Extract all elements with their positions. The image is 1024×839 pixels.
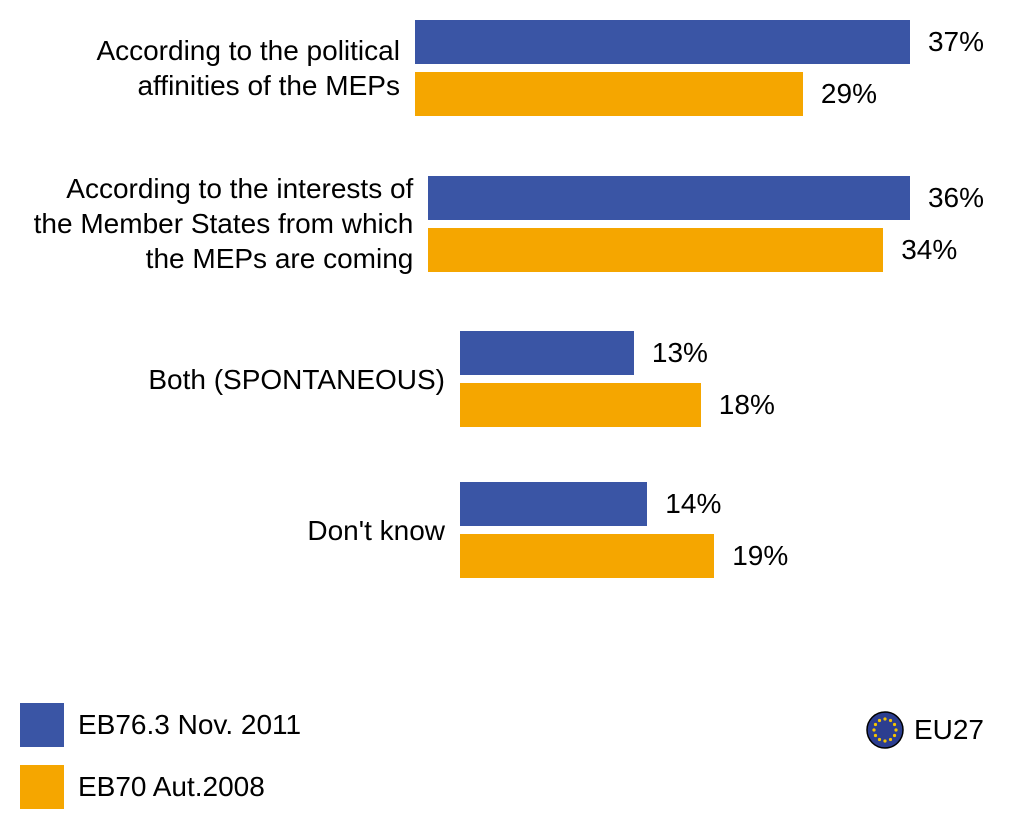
legend-swatch-2 [20,765,64,809]
bar-series-2 [460,383,701,427]
bar-row: 37% [415,20,984,64]
value-label: 34% [901,234,957,266]
bars-column: 13% 18% [460,331,984,427]
eu-badge: EU27 [866,711,984,749]
bar-series-1 [415,20,910,64]
bar-chart: According to the political affinities of… [20,20,984,578]
chart-group: According to the political affinities of… [20,20,984,116]
bar-row: 29% [415,72,984,116]
bar-row: 36% [428,176,984,220]
value-label: 19% [732,540,788,572]
bar-series-2 [428,228,883,272]
bar-series-2 [460,534,714,578]
value-label: 14% [665,488,721,520]
chart-group: Don't know 14% 19% [20,482,984,578]
bar-series-1 [460,331,634,375]
bar-series-2 [415,72,803,116]
bar-series-1 [460,482,647,526]
value-label: 29% [821,78,877,110]
legend-swatch-1 [20,703,64,747]
category-label: Both (SPONTANEOUS) [20,362,460,397]
bar-series-1 [428,176,910,220]
bars-column: 14% 19% [460,482,984,578]
bar-row: 18% [460,383,984,427]
category-label: Don't know [20,513,460,548]
legend: EB76.3 Nov. 2011 EB70 Aut.2008 [20,703,301,809]
chart-group: According to the interests of the Member… [20,171,984,276]
eu-badge-text: EU27 [914,714,984,746]
legend-label: EB76.3 Nov. 2011 [78,709,301,741]
category-label: According to the political affinities of… [20,33,415,103]
value-label: 36% [928,182,984,214]
category-label: According to the interests of the Member… [20,171,428,276]
chart-group: Both (SPONTANEOUS) 13% 18% [20,331,984,427]
legend-item: EB70 Aut.2008 [20,765,301,809]
legend-item: EB76.3 Nov. 2011 [20,703,301,747]
eu-flag-icon [866,711,904,749]
bar-row: 34% [428,228,984,272]
bar-row: 14% [460,482,984,526]
legend-label: EB70 Aut.2008 [78,771,265,803]
bars-column: 36% 34% [428,176,984,272]
bar-row: 19% [460,534,984,578]
bar-row: 13% [460,331,984,375]
value-label: 37% [928,26,984,58]
value-label: 13% [652,337,708,369]
value-label: 18% [719,389,775,421]
bars-column: 37% 29% [415,20,984,116]
